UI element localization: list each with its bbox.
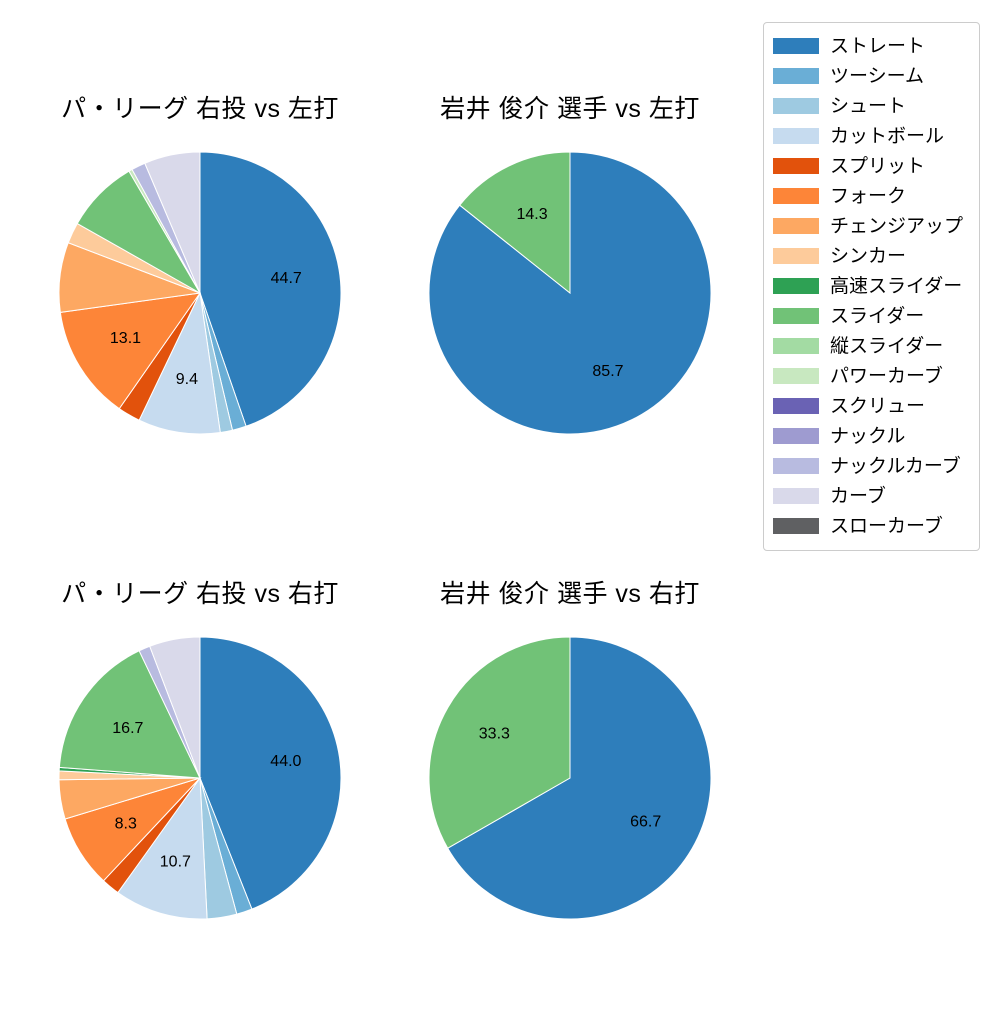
chart-title: パ・リーグ 右投 vs 右打 xyxy=(61,580,339,608)
legend-color-swatch xyxy=(773,398,819,414)
legend-item-label: スプリット xyxy=(830,155,926,177)
pie-slice[interactable] xyxy=(199,151,342,427)
legend-item[interactable]: シンカー xyxy=(773,241,970,271)
legend-color-swatch xyxy=(773,308,819,324)
legend-item-label: スクリュー xyxy=(830,395,926,417)
legend-item[interactable]: シュート xyxy=(773,91,970,121)
legend-item-label: シンカー xyxy=(830,245,907,267)
legend-color-swatch xyxy=(773,518,819,534)
pie-slice[interactable] xyxy=(428,636,571,849)
legend-item[interactable]: カットボール xyxy=(773,121,970,151)
pitch-type-legend: ストレートツーシームシュートカットボール スプリットフォークチェンジアップ シンカー… xyxy=(763,22,980,551)
pie-slice-label: 33.3 xyxy=(479,726,510,743)
legend-item-label: カーブ xyxy=(830,485,886,507)
pie-chart: 85.7 14.3 xyxy=(427,150,713,436)
legend-item-label: ナックル xyxy=(830,425,906,447)
legend-item-label: 高速スライダー xyxy=(830,275,963,297)
legend-item[interactable]: チェンジアップ xyxy=(773,211,970,241)
pie-slice[interactable] xyxy=(58,650,201,779)
legend-item-label: フォーク xyxy=(830,185,907,207)
legend-color-swatch xyxy=(773,68,819,84)
pie-slice-label: 13.1 xyxy=(110,330,141,347)
pie-slice[interactable] xyxy=(447,636,712,920)
legend-color-swatch xyxy=(773,218,819,234)
legend-item-label: カットボール xyxy=(830,125,945,147)
pie-slice-label: 44.7 xyxy=(271,270,302,287)
pie-slice-label: 44.0 xyxy=(270,753,301,770)
pie-svg: 44.7 9.4 13.1 xyxy=(58,151,342,435)
legend-item-label: ツーシーム xyxy=(830,65,925,87)
legend-item-label: シュート xyxy=(830,95,907,117)
pie-chart: 44.0 10.7 8.3 16.7 xyxy=(57,635,343,921)
pie-chart: 66.7 33.3 xyxy=(427,635,713,921)
legend-item-label: チェンジアップ xyxy=(830,215,964,237)
legend-color-swatch xyxy=(773,98,819,114)
legend-item[interactable]: カーブ xyxy=(773,481,970,511)
legend-color-swatch xyxy=(773,338,819,354)
legend-color-swatch xyxy=(773,248,819,264)
legend-color-swatch xyxy=(773,188,819,204)
legend-item[interactable]: ツーシーム xyxy=(773,61,970,91)
chart-panel-pa-league-rhp-vs-lhb: パ・リーグ 右投 vs 左打 44.7 9.4 13.1 xyxy=(10,92,390,532)
pie-slice[interactable] xyxy=(199,636,342,910)
legend-color-swatch xyxy=(773,278,819,294)
legend-color-swatch xyxy=(773,38,819,54)
legend-color-swatch xyxy=(773,428,819,444)
chart-title: パ・リーグ 右投 vs 左打 xyxy=(61,95,339,123)
chart-panel-pa-league-rhp-vs-rhb: パ・リーグ 右投 vs 右打 44.0 10.7 8.3 16.7 xyxy=(10,577,390,1017)
pie-svg: 66.7 33.3 xyxy=(428,636,712,920)
legend-color-swatch xyxy=(773,458,819,474)
chart-title: 岩井 俊介 選手 vs 左打 xyxy=(440,95,700,123)
pie-slice-label: 10.7 xyxy=(160,853,191,870)
legend-item-label: パワーカーブ xyxy=(830,365,943,387)
chart-panel-iwai-shunsuke-vs-lhb: 岩井 俊介 選手 vs 左打 85.7 14.3 xyxy=(380,92,760,532)
pie-svg: 44.0 10.7 8.3 16.7 xyxy=(58,636,342,920)
legend-item[interactable]: ナックル xyxy=(773,421,970,451)
pie-slice[interactable] xyxy=(59,292,202,410)
legend-item-label: スローカーブ xyxy=(830,515,943,537)
legend-item[interactable]: スプリット xyxy=(773,151,970,181)
pie-chart: 44.7 9.4 13.1 xyxy=(57,150,343,436)
legend-item-label: ナックルカーブ xyxy=(830,455,961,477)
pie-slice-label: 16.7 xyxy=(112,720,143,737)
pie-slice-label: 14.3 xyxy=(516,206,547,223)
legend-item[interactable]: パワーカーブ xyxy=(773,361,970,391)
legend-item[interactable]: スローカーブ xyxy=(773,511,970,541)
legend-item-label: スライダー xyxy=(830,305,925,327)
legend-item[interactable]: 縦スライダー xyxy=(773,331,970,361)
legend-item[interactable]: フォーク xyxy=(773,181,970,211)
legend-color-swatch xyxy=(773,368,819,384)
pie-slice-label: 8.3 xyxy=(115,816,137,833)
pie-slice-label: 85.7 xyxy=(592,363,623,380)
pie-slice[interactable] xyxy=(144,151,201,294)
legend-item[interactable]: スクリュー xyxy=(773,391,970,421)
legend-item[interactable]: スライダー xyxy=(773,301,970,331)
pie-slice[interactable] xyxy=(458,151,571,295)
chart-title: 岩井 俊介 選手 vs 右打 xyxy=(440,580,700,608)
pie-slice[interactable] xyxy=(117,776,208,920)
legend-item[interactable]: ストレート xyxy=(773,31,970,61)
legend-item-label: 縦スライダー xyxy=(830,335,944,357)
pie-slice[interactable] xyxy=(149,636,201,779)
legend-color-swatch xyxy=(773,128,819,144)
pie-slice-label: 9.4 xyxy=(176,371,198,388)
legend-item[interactable]: ナックルカーブ xyxy=(773,451,970,481)
legend-color-swatch xyxy=(773,158,819,174)
legend-item-label: ストレート xyxy=(830,35,926,57)
pie-slice-label: 66.7 xyxy=(630,813,661,830)
chart-panel-iwai-shunsuke-vs-rhb: 岩井 俊介 選手 vs 右打 66.7 33.3 xyxy=(380,577,760,1017)
legend-color-swatch xyxy=(773,488,819,504)
legend-item[interactable]: 高速スライダー xyxy=(773,271,970,301)
pie-slice[interactable] xyxy=(138,291,221,435)
pie-svg: 85.7 14.3 xyxy=(428,151,712,435)
